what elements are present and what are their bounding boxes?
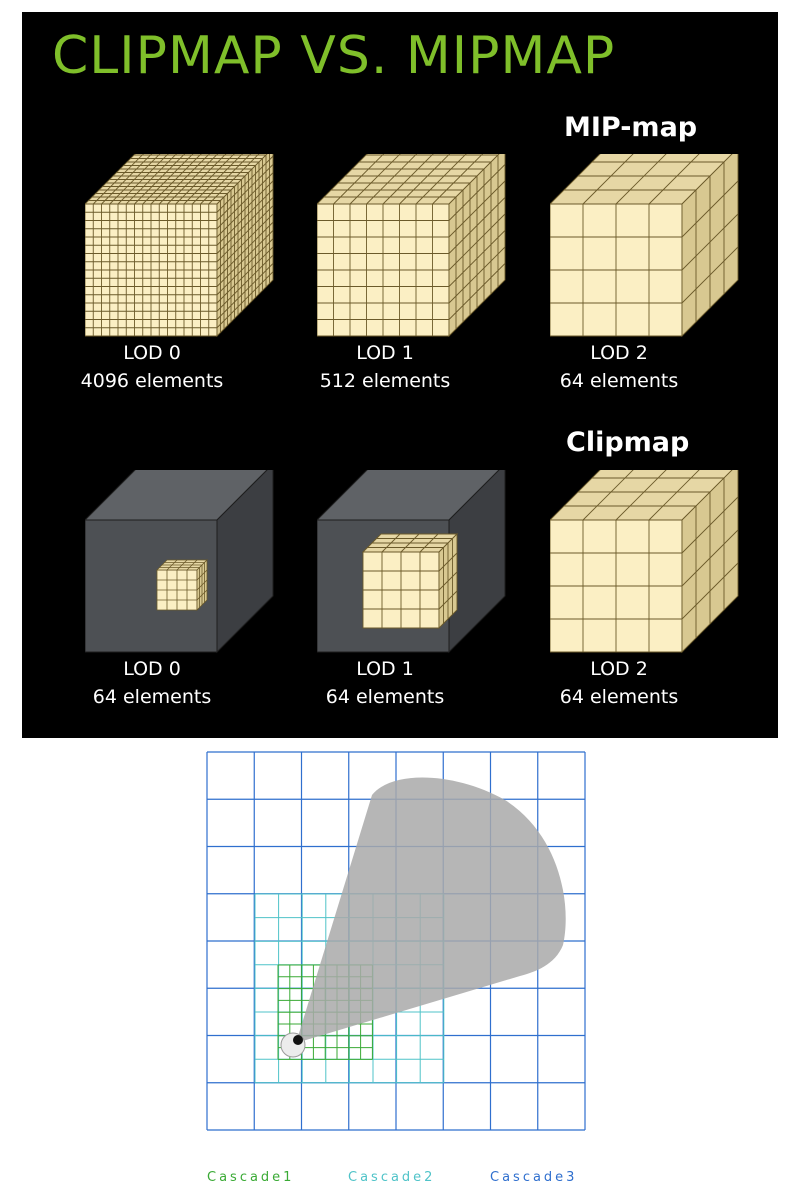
clipmap-section-label: Clipmap — [566, 427, 690, 458]
clipmap-lod0-cube — [85, 470, 274, 654]
lod-label: LOD 2 — [590, 658, 648, 680]
mipmap-lod1-caption: LOD 1 512 elements — [280, 339, 490, 395]
element-count: 64 elements — [559, 686, 679, 708]
clipmap-lod2-caption: LOD 2 64 elements — [514, 655, 724, 711]
element-count: 64 elements — [325, 686, 445, 708]
lod-label: LOD 1 — [356, 658, 414, 680]
mipmap-lod0-cube — [85, 154, 274, 338]
mipmap-lod1-cube — [317, 154, 506, 338]
mipmap-lod2-cube — [550, 154, 739, 338]
lod-label: LOD 0 — [123, 658, 181, 680]
legend-cascade2: Cascade2 — [348, 1170, 436, 1185]
mipmap-lod0-caption: LOD 0 4096 elements — [47, 339, 257, 395]
legend-cascade1: Cascade1 — [207, 1170, 295, 1185]
element-count: 64 elements — [92, 686, 212, 708]
legend-cascade3: Cascade3 — [490, 1170, 578, 1185]
lod-label: LOD 1 — [356, 342, 414, 364]
slide-panel: CLIPMAP VS. MIPMAP MIP-map Clipmap LOD 0… — [22, 12, 778, 738]
mipmap-section-label: MIP-map — [564, 112, 698, 143]
lod-label: LOD 0 — [123, 342, 181, 364]
clipmap-lod2-cube — [550, 470, 739, 654]
lod-label: LOD 2 — [590, 342, 648, 364]
element-count: 64 elements — [559, 370, 679, 392]
cascade-diagram — [206, 751, 586, 1131]
clipmap-lod1-cube — [317, 470, 506, 654]
clipmap-lod0-caption: LOD 0 64 elements — [47, 655, 257, 711]
element-count: 4096 elements — [80, 370, 224, 392]
camera-eye-icon — [280, 1032, 306, 1058]
view-frustum — [296, 777, 566, 1043]
mipmap-lod2-caption: LOD 2 64 elements — [514, 339, 724, 395]
element-count: 512 elements — [319, 370, 451, 392]
slide-title: CLIPMAP VS. MIPMAP — [52, 26, 616, 86]
clipmap-lod1-caption: LOD 1 64 elements — [280, 655, 490, 711]
